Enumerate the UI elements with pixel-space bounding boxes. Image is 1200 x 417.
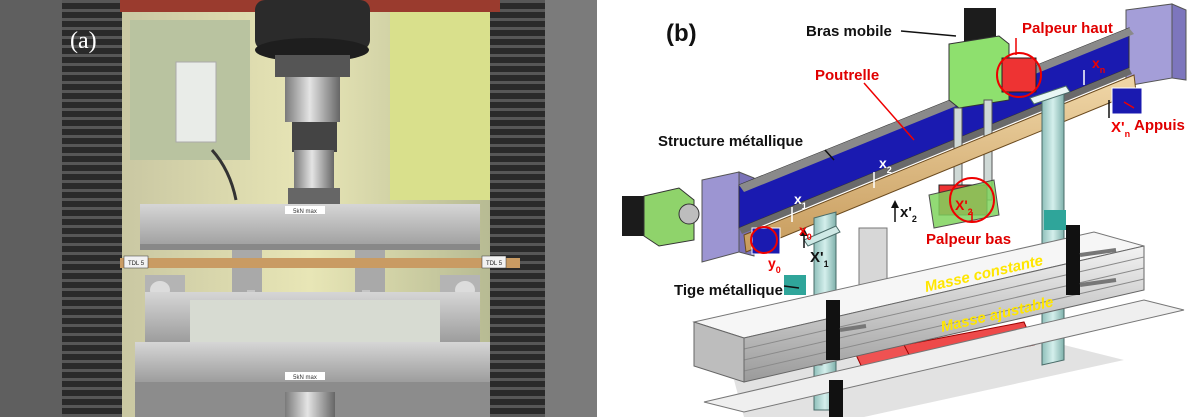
left-motor <box>622 196 644 236</box>
palpeur-haut-probe <box>996 52 1042 98</box>
structure-left-block <box>701 171 740 263</box>
label-5kn-top: 5kN max <box>293 209 317 215</box>
panel-b-label: (b) <box>666 20 697 47</box>
cad-diagram: (b) Bras mobile Palpeur haut Poutrelle S… <box>622 3 1187 417</box>
appui-right <box>1111 87 1143 115</box>
label-structure-metallique: Structure métallique <box>658 133 803 150</box>
structure-right-block <box>1125 3 1173 87</box>
label-y0: y0 <box>768 255 781 275</box>
label-palpeur-bas: Palpeur bas <box>926 231 1011 248</box>
masse-ajustable-plate <box>703 299 1185 413</box>
specimen-tag-left: TDL 5 <box>128 261 145 267</box>
specimen-tag-right: TDL 5 <box>486 261 503 267</box>
bras-mobile-carriage <box>948 35 1010 109</box>
label-bras-mobile: Bras mobile <box>806 23 892 40</box>
label-x0: x0 <box>799 222 812 242</box>
label-5kn-bottom: 5kN max <box>293 375 317 381</box>
label-tige-metallique: Tige métallique <box>674 282 783 299</box>
label-xn: xn <box>1092 55 1105 75</box>
label-appuis: Appuis <box>1134 117 1185 134</box>
panel-a-photo: 5kN max TDL 5 TDL 5 5kN max (a) <box>0 0 604 417</box>
test-machine-photo: 5kN max TDL 5 TDL 5 5kN max <box>0 0 604 417</box>
label-xprime-red: X'2 <box>955 197 973 217</box>
label-xprime-1: X'1 <box>810 249 829 269</box>
palpeur-bas-probe <box>928 177 1000 229</box>
label-x1: x1 <box>794 191 807 211</box>
masse-constante-stack <box>692 231 1145 383</box>
panel-b-diagram: (b) Bras mobile Palpeur haut Poutrelle S… <box>604 0 1200 417</box>
panel-a-label: (a) <box>70 28 97 54</box>
label-poutrelle: Poutrelle <box>815 67 879 84</box>
label-xprime-2: x'2 <box>900 204 917 224</box>
label-xprime-n: X'n <box>1111 119 1130 139</box>
label-palpeur-haut: Palpeur haut <box>1022 20 1113 37</box>
label-x2: x2 <box>879 155 892 175</box>
